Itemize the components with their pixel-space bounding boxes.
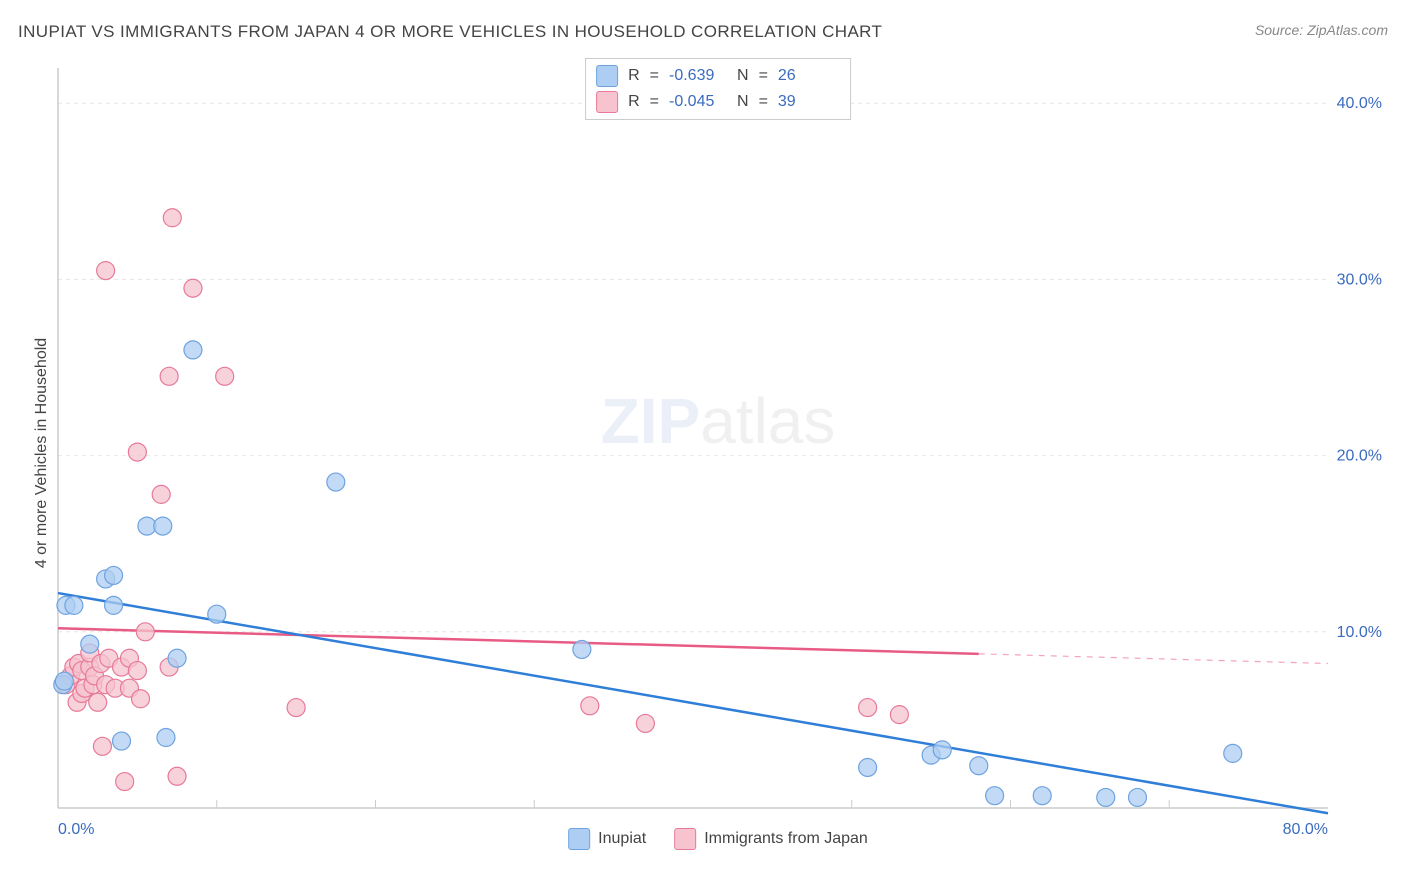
legend-series-label-0: Inupiat [598, 830, 646, 848]
legend-stats-row-0: R = -0.639 N = 26 [596, 63, 836, 89]
legend-series-item-0: Inupiat [568, 828, 646, 850]
legend-swatch-0 [596, 65, 618, 87]
svg-text:40.0%: 40.0% [1337, 95, 1382, 112]
legend-stats-box: R = -0.639 N = 26 R = -0.045 N = 39 [585, 58, 851, 120]
legend-r-label: R [628, 67, 640, 85]
svg-text:0.0%: 0.0% [58, 821, 94, 838]
svg-text:30.0%: 30.0% [1337, 271, 1382, 288]
legend-stats-row-1: R = -0.045 N = 39 [596, 89, 836, 115]
legend-r-value-1: -0.045 [669, 93, 727, 111]
legend-series: Inupiat Immigrants from Japan [568, 828, 868, 850]
svg-text:20.0%: 20.0% [1337, 448, 1382, 465]
svg-text:10.0%: 10.0% [1337, 624, 1382, 641]
legend-swatch-1 [596, 91, 618, 113]
legend-n-value-1: 39 [778, 93, 836, 111]
legend-r-value-0: -0.639 [669, 67, 727, 85]
chart-area: 4 or more Vehicles in Household ZIPatlas… [48, 58, 1388, 848]
legend-n-label: N [737, 67, 749, 85]
source-attribution: Source: ZipAtlas.com [1255, 22, 1388, 38]
legend-n-value-0: 26 [778, 67, 836, 85]
legend-series-item-1: Immigrants from Japan [674, 828, 868, 850]
legend-swatch-b1 [674, 828, 696, 850]
chart-title: INUPIAT VS IMMIGRANTS FROM JAPAN 4 OR MO… [18, 22, 882, 42]
legend-swatch-b0 [568, 828, 590, 850]
scatter-plot: 10.0% 20.0% 30.0% 40.0% 0.0% 80.0% [48, 58, 1388, 848]
svg-text:80.0%: 80.0% [1283, 821, 1328, 838]
legend-series-label-1: Immigrants from Japan [704, 830, 868, 848]
